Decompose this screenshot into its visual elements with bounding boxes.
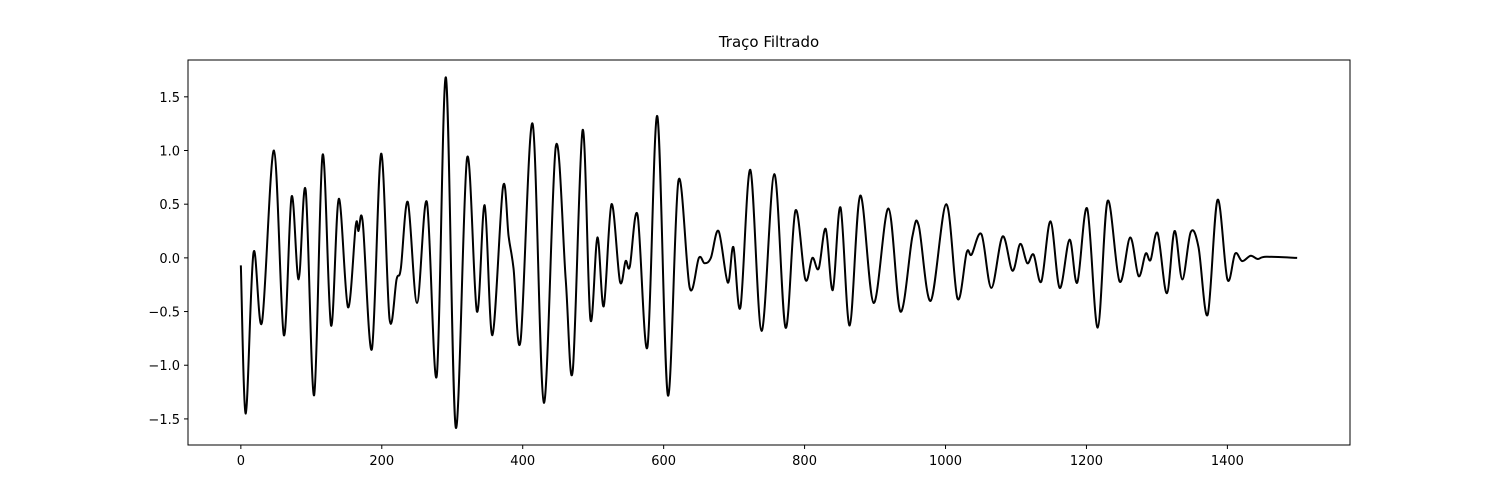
- x-tick-label: 200: [369, 454, 394, 469]
- y-tick-label: −1.5: [148, 413, 180, 428]
- x-tick-label: 400: [510, 454, 535, 469]
- plot-frame: [187, 59, 1351, 446]
- x-tick-label: 800: [792, 454, 817, 469]
- y-tick-label: −1.0: [148, 359, 180, 374]
- chart-title: Traço Filtrado: [718, 33, 819, 51]
- y-tick-label: 0.5: [159, 198, 180, 213]
- y-tick-label: −0.5: [148, 306, 180, 321]
- trace-line: [239, 76, 1298, 429]
- y-tick-label: 1.5: [159, 91, 180, 106]
- x-tick-label: 1200: [1070, 454, 1103, 469]
- x-tick-label: 600: [651, 454, 676, 469]
- y-tick-label: 1.0: [159, 145, 180, 160]
- x-tick-label: 1000: [929, 454, 962, 469]
- y-tick-label: 0.0: [159, 252, 180, 267]
- x-tick-label: 0: [237, 454, 245, 469]
- x-tick-label: 1400: [1211, 454, 1244, 469]
